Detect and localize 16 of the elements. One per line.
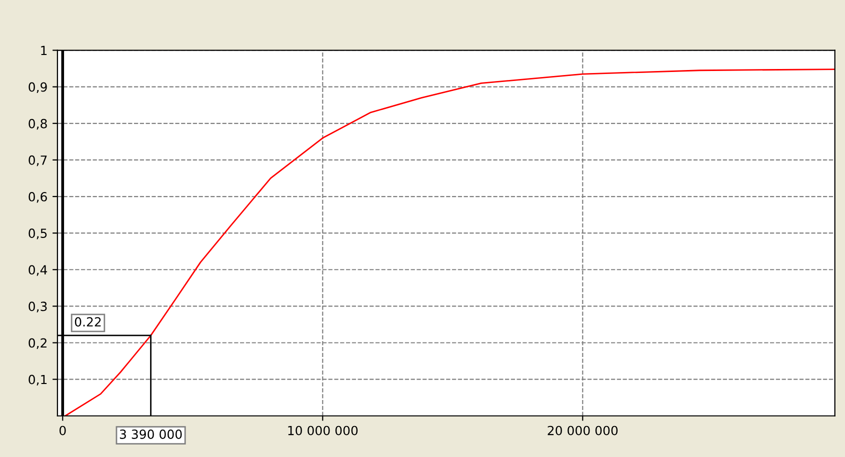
y-tick-label: 0,5 — [28, 228, 47, 240]
x-tick-label: 20 000 000 — [548, 426, 618, 436]
y-tick-label: 0,7 — [28, 155, 47, 166]
x-tick-label: 0 — [60, 426, 66, 436]
y-tick-label: 0,1 — [28, 374, 47, 386]
ref-line-label: 3 390 000 — [120, 429, 182, 439]
y-tick-label: 0,4 — [28, 265, 48, 276]
y-tick-label: 0,2 — [28, 338, 46, 349]
x-tick-label: 10 000 000 — [288, 426, 358, 436]
y-tick-label: 0,9 — [28, 82, 47, 94]
y-tick-label: 0,3 — [28, 302, 47, 312]
line-series — [64, 68, 835, 416]
y-tick-label: 0,8 — [28, 118, 47, 130]
y-tick-label: 1 — [41, 46, 47, 56]
y-tick-label: 0,6 — [28, 192, 47, 203]
ref-line-label: 0.22 — [74, 317, 101, 327]
